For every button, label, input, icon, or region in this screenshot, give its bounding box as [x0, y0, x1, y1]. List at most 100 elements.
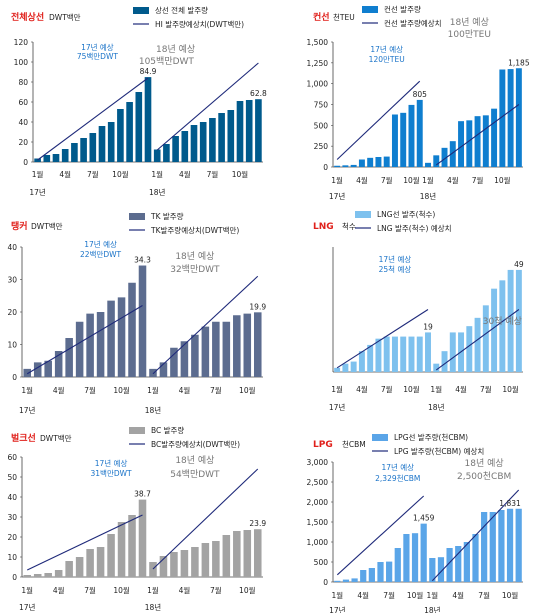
bar	[472, 534, 479, 582]
x-tick-label: 7월	[381, 384, 393, 394]
bar	[455, 546, 462, 582]
x-tick-label: 7월	[478, 590, 490, 600]
x-tick-label: 7월	[480, 384, 492, 394]
bar	[44, 360, 52, 377]
note-forecast-18: 18년 예상	[175, 251, 214, 262]
x-tick-label: 1월	[21, 385, 33, 395]
x-tick-label: 4월	[356, 384, 368, 394]
note-forecast-17: 31백만DWT	[91, 468, 133, 478]
bar	[498, 510, 505, 582]
bar	[33, 574, 42, 577]
bar	[245, 100, 253, 162]
bar	[507, 269, 514, 372]
x-tick-label: 10월	[239, 585, 256, 595]
bar	[425, 162, 431, 167]
year-label-17: 17년	[29, 187, 46, 197]
x-tick-label: 7월	[87, 169, 99, 179]
note-forecast-17: 17년 예상	[95, 458, 128, 468]
bar	[98, 126, 106, 162]
y-tick-label: 30	[7, 513, 17, 522]
chart-panel-1: 전체상선 DWT백만 상선 전체 발주량 HI 발주량예상치(DWT백만) 0 20 40 6…	[11, 5, 267, 197]
y-tick-label: 60	[18, 98, 28, 107]
bar	[350, 164, 357, 167]
bar	[126, 102, 133, 162]
note-forecast-18: 100만TEU	[448, 29, 491, 40]
bar	[350, 361, 357, 372]
note-forecast-18: 54백만DWT	[170, 469, 220, 480]
forecast-line	[152, 275, 259, 375]
bar	[201, 543, 210, 577]
bar	[391, 336, 398, 372]
bar	[33, 362, 42, 377]
bar	[218, 113, 225, 162]
bar	[458, 121, 465, 167]
bar	[149, 368, 157, 377]
bar	[342, 579, 350, 582]
bar	[163, 144, 170, 162]
note-forecast-18: 18년 예상	[465, 458, 504, 469]
year-label-18: 18년	[424, 605, 441, 613]
x-tick-label: 10월	[403, 384, 420, 394]
x-tick-label: 4월	[452, 590, 464, 600]
note-forecast-17: 2,329천CBM	[375, 473, 420, 483]
x-tick-label: 10월	[232, 169, 249, 179]
y-tick-label: 0	[323, 578, 328, 587]
bar	[351, 578, 358, 582]
data-label: 1,459	[413, 514, 435, 523]
bar	[441, 147, 448, 167]
y-tick-label: 50	[7, 473, 17, 482]
legend-label-line: LNG 발주(척수) 예상치	[377, 223, 452, 233]
note-forecast-17: 17년 예상	[81, 42, 114, 52]
x-tick-label: 4월	[447, 175, 459, 185]
bar	[65, 561, 73, 577]
bar	[243, 313, 252, 377]
y-tick-label: 40	[7, 243, 17, 252]
x-tick-label: 4월	[455, 384, 467, 394]
legend-label-line: 컨선 발주량예상치	[384, 18, 442, 28]
bar	[96, 312, 105, 377]
bar	[170, 347, 178, 377]
bar	[383, 156, 390, 167]
y-tick-label: 30	[7, 276, 17, 285]
chart-title: 컨선	[313, 11, 330, 23]
x-tick-label: 4월	[59, 169, 71, 179]
data-label: 19.9	[249, 302, 266, 311]
bar	[138, 265, 147, 377]
bar	[61, 149, 69, 162]
x-tick-label: 10월	[502, 590, 519, 600]
x-tick-label: 1월	[331, 590, 343, 600]
bar	[368, 568, 375, 582]
bar	[386, 561, 393, 582]
data-label: 62.8	[250, 89, 267, 98]
y-tick-label: 0	[12, 573, 17, 582]
bar	[474, 116, 481, 167]
x-tick-label: 1월	[422, 175, 434, 185]
x-tick-label: 10월	[113, 385, 130, 395]
bar	[416, 336, 423, 372]
bar	[107, 122, 115, 162]
bar	[138, 499, 147, 577]
legend-swatch-bar	[133, 7, 149, 14]
bar	[420, 523, 427, 582]
chart-title: 벌크선	[11, 432, 36, 444]
note-forecast-18: 18년 예상	[156, 44, 195, 55]
bar	[449, 332, 456, 372]
bar	[491, 108, 498, 167]
bar	[153, 149, 161, 162]
bar	[212, 541, 220, 577]
bar	[255, 99, 262, 162]
x-tick-label: 7월	[210, 585, 222, 595]
note-forecast-18: 18년 예상	[175, 455, 214, 466]
bar	[377, 562, 384, 582]
bar	[383, 336, 390, 372]
bar	[391, 114, 398, 167]
bar	[96, 547, 105, 577]
x-tick-label: 1월	[331, 175, 343, 185]
chart-panel-6: LPG 천CBM LPG선 발주량(천CBM) LPG 발주량(천CBM) 예상치 0 5…	[307, 432, 523, 613]
data-label: 49	[514, 260, 524, 269]
bar	[441, 351, 448, 372]
x-tick-label: 10월	[403, 175, 420, 185]
bar	[117, 297, 126, 377]
bar	[117, 109, 124, 162]
